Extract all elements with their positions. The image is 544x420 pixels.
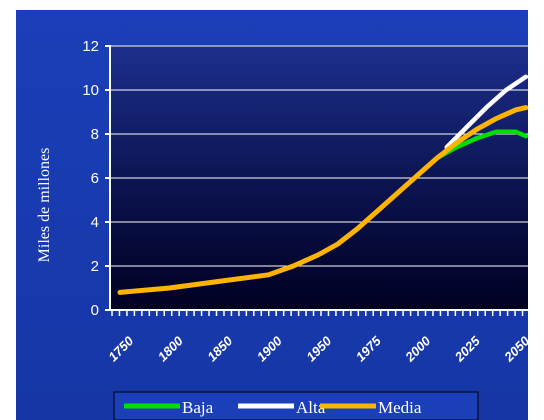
y-tick-label: 0 bbox=[91, 302, 99, 319]
series-line-media bbox=[117, 105, 529, 295]
y-tick-label: 12 bbox=[82, 38, 99, 55]
legend: Baja Alta Media bbox=[113, 391, 479, 420]
series-line-baja bbox=[434, 129, 529, 161]
y-axis-ticks: 0 2 4 6 8 10 12 bbox=[82, 38, 110, 319]
series-lines bbox=[117, 74, 529, 295]
y-tick-label: 2 bbox=[91, 258, 99, 275]
series-line-alta bbox=[444, 74, 529, 150]
y-axis-label: Miles de millones bbox=[36, 148, 53, 263]
legend-label-baja: Baja bbox=[182, 398, 214, 417]
legend-label-alta: Alta bbox=[296, 398, 326, 417]
y-tick-label: 10 bbox=[82, 82, 99, 99]
y-tick-label: 8 bbox=[91, 126, 99, 143]
y-tick-label: 6 bbox=[91, 170, 99, 187]
y-tick-label: 4 bbox=[91, 214, 99, 231]
legend-label-media: Media bbox=[378, 398, 422, 417]
